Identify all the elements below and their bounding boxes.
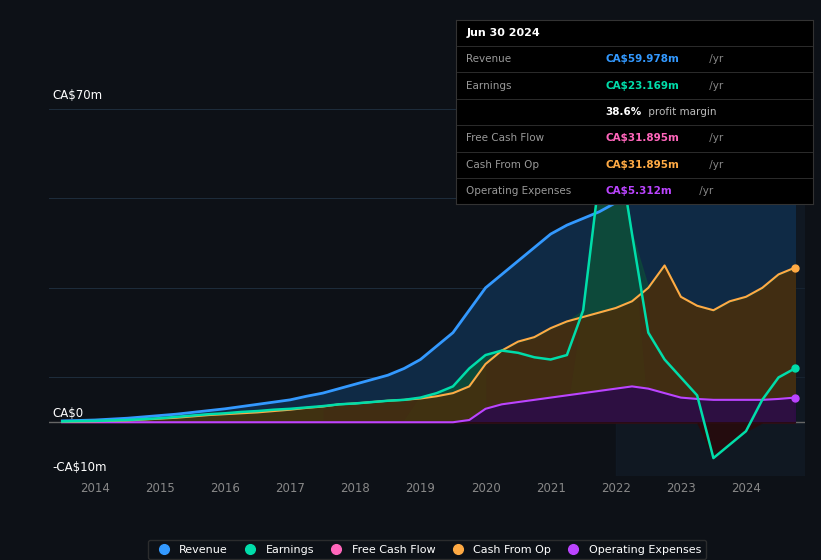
Text: CA$23.169m: CA$23.169m	[606, 81, 680, 91]
Text: /yr: /yr	[706, 54, 723, 64]
Text: /yr: /yr	[706, 160, 723, 170]
Text: Jun 30 2024: Jun 30 2024	[466, 28, 540, 38]
Text: Revenue: Revenue	[466, 54, 511, 64]
Text: Earnings: Earnings	[466, 81, 511, 91]
Text: CA$5.312m: CA$5.312m	[606, 186, 672, 196]
Legend: Revenue, Earnings, Free Cash Flow, Cash From Op, Operating Expenses: Revenue, Earnings, Free Cash Flow, Cash …	[148, 540, 706, 559]
Text: profit margin: profit margin	[645, 107, 717, 117]
Text: /yr: /yr	[706, 133, 723, 143]
Text: /yr: /yr	[706, 81, 723, 91]
Text: Free Cash Flow: Free Cash Flow	[466, 133, 544, 143]
Text: 38.6%: 38.6%	[606, 107, 642, 117]
Text: CA$59.978m: CA$59.978m	[606, 54, 680, 64]
Text: CA$31.895m: CA$31.895m	[606, 160, 680, 170]
Text: CA$31.895m: CA$31.895m	[606, 133, 680, 143]
Text: -CA$10m: -CA$10m	[53, 461, 107, 474]
Text: CA$0: CA$0	[53, 407, 84, 420]
Text: CA$70m: CA$70m	[53, 89, 103, 102]
Text: Operating Expenses: Operating Expenses	[466, 186, 571, 196]
Text: /yr: /yr	[695, 186, 713, 196]
Bar	[616, 73, 805, 476]
Text: Cash From Op: Cash From Op	[466, 160, 539, 170]
